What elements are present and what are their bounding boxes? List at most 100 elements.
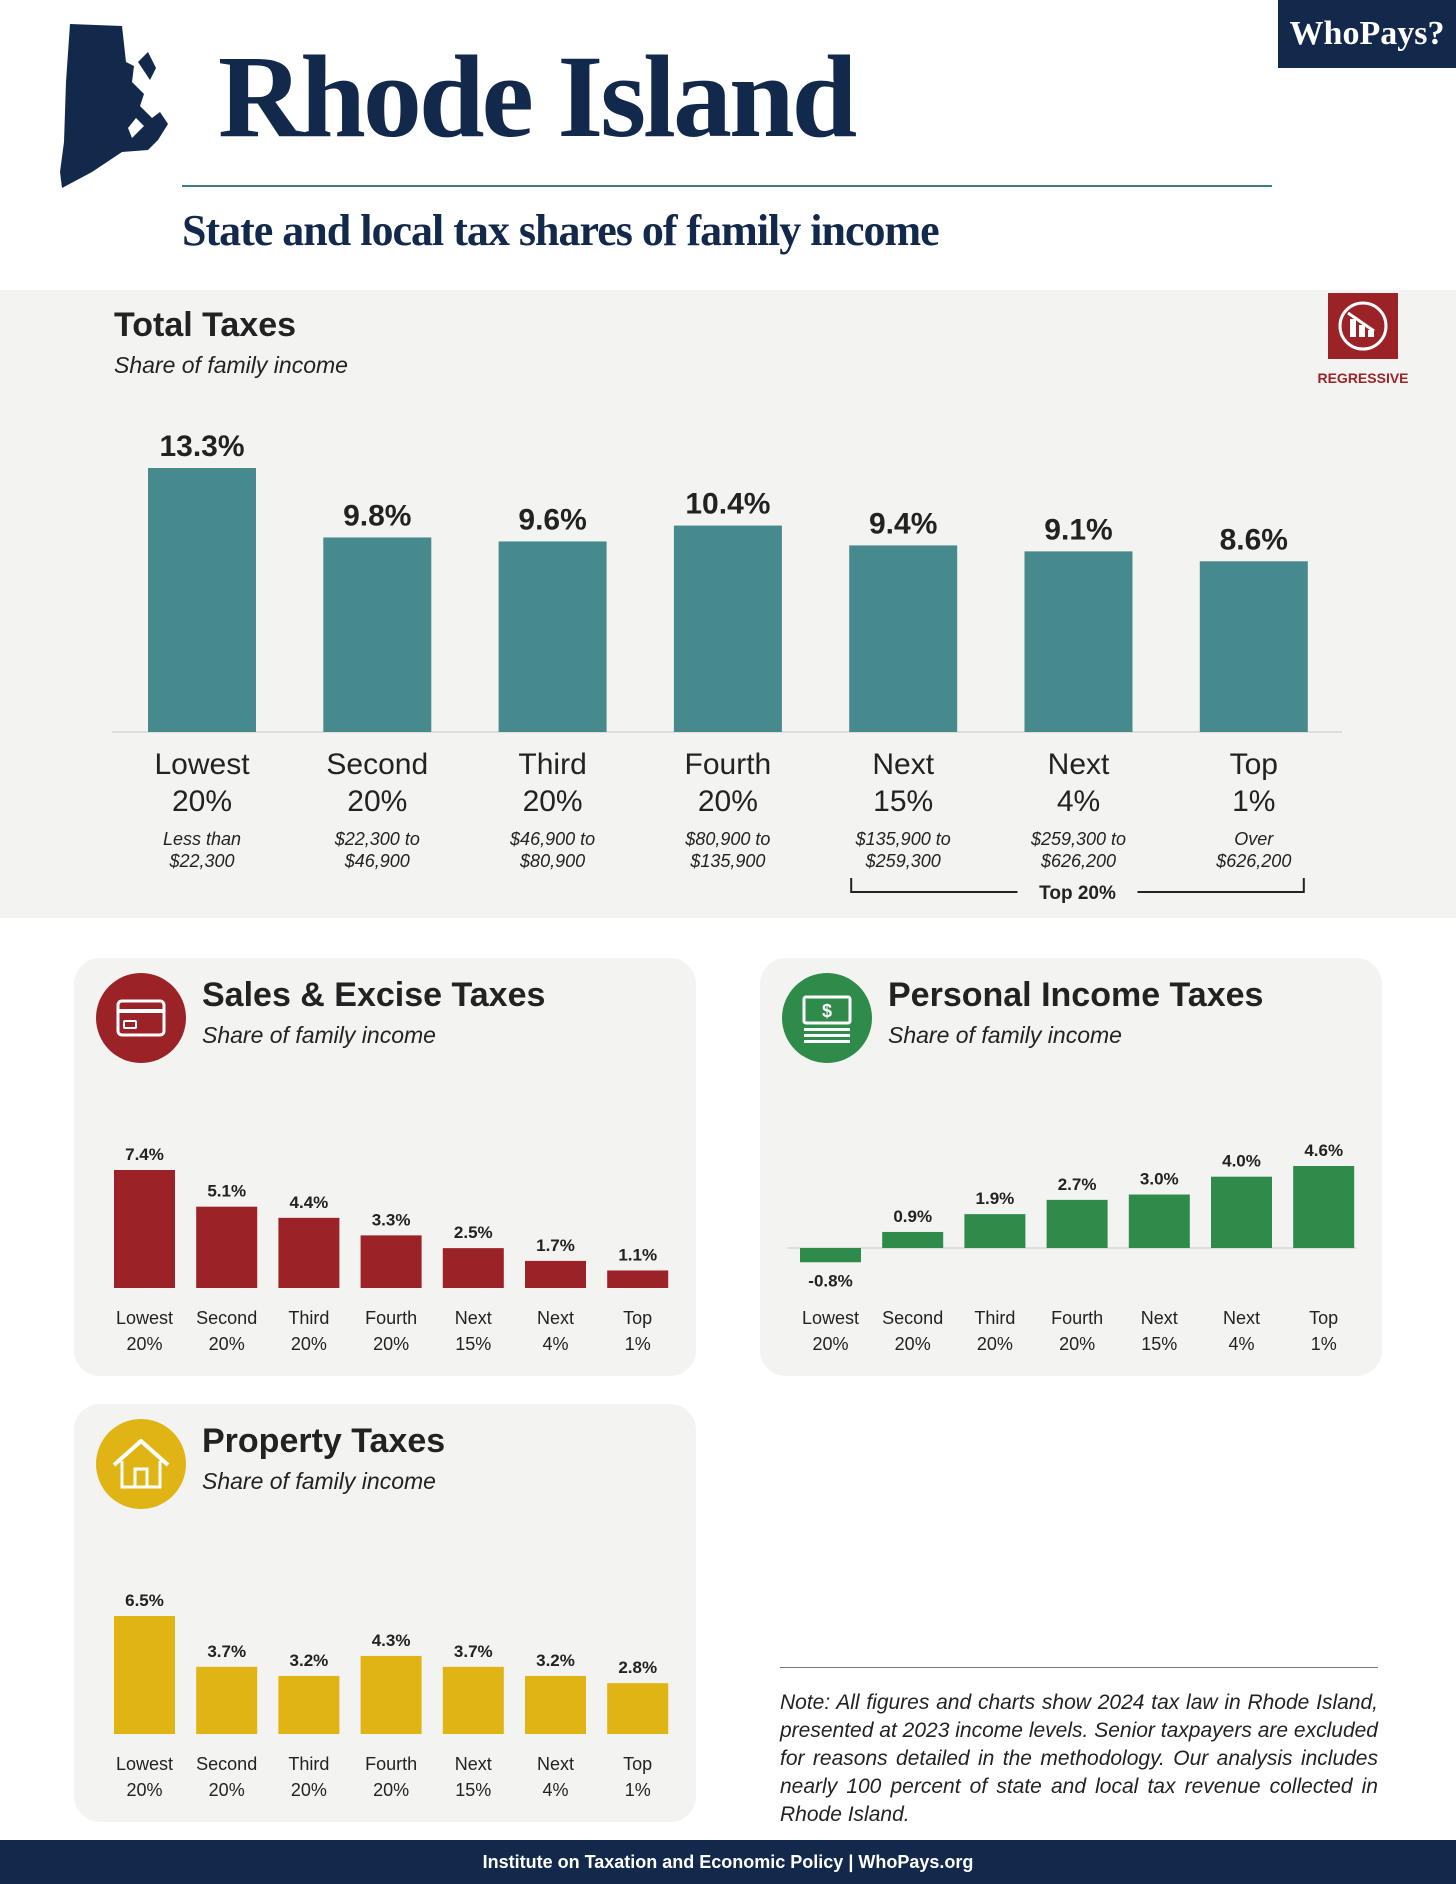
category-label: Second: [196, 1754, 257, 1774]
category-label: 20%: [209, 1334, 245, 1354]
data-label: 3.2%: [290, 1651, 329, 1670]
category-label: Lowest: [116, 1308, 173, 1328]
data-label: 1.7%: [536, 1236, 575, 1255]
category-label: 20%: [291, 1334, 327, 1354]
bar: [607, 1270, 669, 1288]
income-range-label: $22,300: [168, 851, 234, 871]
category-label: 15%: [873, 785, 933, 818]
property-taxes-chart: 6.5% Lowest 20% 3.7% Second 20% 3.2% Third 20% 4.…: [114, 1591, 669, 1800]
data-label: 9.4%: [869, 507, 937, 540]
category-label: Next: [872, 748, 934, 781]
category-label: 20%: [373, 1334, 409, 1354]
bar: [1211, 1176, 1272, 1248]
category-label: Top: [1309, 1308, 1338, 1328]
regressive-label: REGRESSIVE: [1317, 370, 1409, 386]
bar: [360, 1655, 422, 1734]
category-label: 1%: [1311, 1334, 1337, 1354]
bar: [1293, 1166, 1355, 1248]
category-label: Next: [455, 1308, 492, 1328]
sales-taxes-subtitle: Share of family income: [202, 1022, 436, 1048]
page-title: Rhode Island: [218, 31, 857, 162]
category-label: Fourth: [365, 1308, 417, 1328]
footer: Institute on Taxation and Economic Polic…: [0, 1840, 1456, 1884]
category-label: Next: [1048, 748, 1110, 781]
category-label: 20%: [523, 785, 583, 818]
property-taxes-subtitle: Share of family income: [202, 1468, 436, 1494]
income-range-label: $626,200: [1040, 851, 1116, 871]
income-range-label: Over: [1234, 829, 1274, 849]
data-label: 9.6%: [518, 503, 586, 536]
sales-taxes-title: Sales & Excise Taxes: [202, 976, 546, 1014]
data-label: 2.5%: [454, 1223, 493, 1242]
category-label: Third: [518, 748, 586, 781]
bar: [673, 525, 782, 732]
category-label: Next: [455, 1754, 492, 1774]
bar: [882, 1231, 944, 1248]
income-taxes-subtitle: Share of family income: [888, 1022, 1122, 1048]
bar: [278, 1675, 340, 1734]
bar: [800, 1248, 861, 1263]
top20-bracket-left: [850, 878, 1018, 893]
category-label: 4%: [542, 1334, 568, 1354]
category-label: 15%: [1141, 1334, 1177, 1354]
category-label: Top: [623, 1308, 652, 1328]
data-label: 1.1%: [618, 1245, 657, 1264]
data-label: 13.3%: [159, 430, 244, 463]
data-label: 1.9%: [976, 1189, 1015, 1208]
data-label: 3.7%: [454, 1642, 493, 1661]
bar: [114, 1170, 175, 1288]
category-label: Fourth: [1051, 1308, 1103, 1328]
data-label: 9.8%: [343, 499, 411, 532]
bar: [525, 1260, 586, 1288]
data-label: 3.0%: [1140, 1170, 1179, 1189]
credit-card-icon: [96, 973, 186, 1063]
title-divider: [182, 185, 1272, 187]
category-label: 4%: [1057, 785, 1100, 818]
category-label: 20%: [347, 785, 407, 818]
category-label: 20%: [373, 1780, 409, 1800]
data-label: 4.4%: [290, 1193, 329, 1212]
property-taxes-title: Property Taxes: [202, 1422, 446, 1460]
income-range-label: $135,900 to: [855, 829, 951, 849]
category-label: 15%: [455, 1334, 491, 1354]
bar: [196, 1666, 258, 1734]
category-label: Next: [1223, 1308, 1260, 1328]
bar: [278, 1217, 340, 1288]
income-range-label: $259,300: [865, 851, 941, 871]
dollar-bills-icon: $: [782, 973, 872, 1063]
category-label: Third: [288, 1754, 329, 1774]
income-range-label: $135,900: [689, 851, 765, 871]
category-label: 20%: [895, 1334, 931, 1354]
top20-label: Top 20%: [1039, 883, 1116, 904]
bar: [360, 1235, 422, 1288]
bar: [498, 541, 607, 732]
data-label: 3.2%: [536, 1651, 575, 1670]
income-range-label: $46,900 to: [509, 829, 595, 849]
bar: [849, 545, 958, 732]
data-label: 6.5%: [125, 1591, 164, 1610]
category-label: Fourth: [685, 748, 772, 781]
income-range-label: $80,900: [519, 851, 585, 871]
category-label: 20%: [977, 1334, 1013, 1354]
data-label: 0.9%: [893, 1207, 932, 1226]
category-label: Lowest: [116, 1754, 173, 1774]
category-label: 4%: [542, 1780, 568, 1800]
bar: [607, 1683, 669, 1734]
category-label: Top: [1230, 748, 1278, 781]
income-taxes-title: Personal Income Taxes: [888, 976, 1264, 1014]
income-range-label: Less than: [163, 829, 241, 849]
bar: [525, 1675, 586, 1734]
bar: [196, 1206, 258, 1288]
bar: [442, 1666, 504, 1734]
category-label: 1%: [625, 1780, 651, 1800]
bar: [1128, 1194, 1190, 1248]
svg-text:$: $: [822, 1001, 832, 1021]
total-taxes-subtitle: Share of family income: [114, 352, 348, 378]
data-label: 7.4%: [125, 1145, 164, 1164]
category-label: Third: [974, 1308, 1015, 1328]
category-label: 20%: [1059, 1334, 1095, 1354]
category-label: Lowest: [802, 1308, 859, 1328]
data-label: 4.0%: [1222, 1152, 1261, 1171]
category-label: 20%: [172, 785, 232, 818]
bar: [114, 1616, 175, 1734]
